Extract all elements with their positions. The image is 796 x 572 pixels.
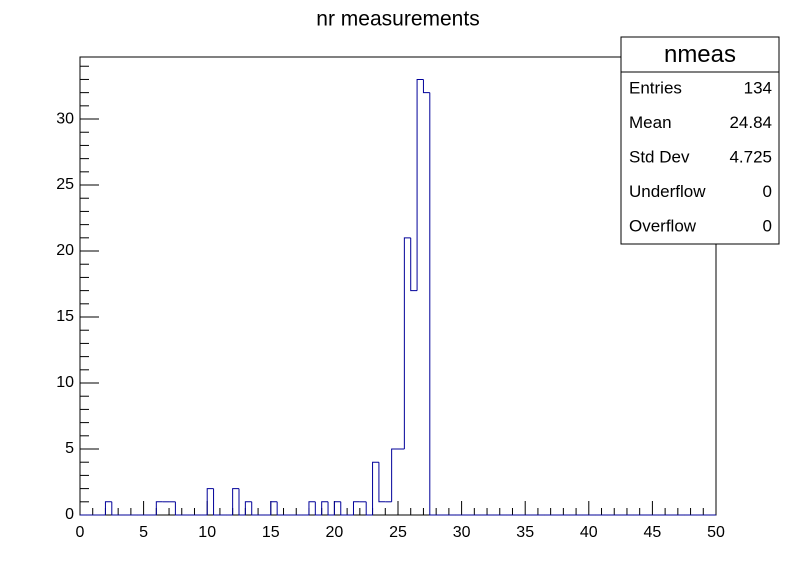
- stats-label: Overflow: [629, 216, 697, 235]
- stats-value: 134: [744, 79, 772, 98]
- histogram-bin: [244, 501, 252, 515]
- stats-value: 4.725: [729, 147, 772, 166]
- histogram-bin: [238, 488, 246, 516]
- y-tick-label: 30: [56, 110, 74, 127]
- histogram-bin: [352, 501, 360, 515]
- histogram-bin: [270, 501, 278, 515]
- histogram-bin: [104, 501, 112, 515]
- histogram-bin: [416, 78, 424, 291]
- histogram-bin: [276, 501, 284, 516]
- histogram-bin: [410, 237, 418, 292]
- x-tick-label: 40: [580, 524, 598, 541]
- x-tick-label: 5: [139, 524, 148, 541]
- histogram-bin: [251, 501, 259, 516]
- histogram-bin: [327, 501, 335, 516]
- x-tick-label: 25: [389, 524, 407, 541]
- histogram-bin: [372, 461, 379, 515]
- histogram-bin: [429, 92, 437, 516]
- y-tick-label: 0: [65, 506, 74, 523]
- histogram-bin: [206, 488, 214, 515]
- y-tick-label: 5: [65, 440, 74, 457]
- histogram-bin: [111, 501, 119, 516]
- stats-box: [620, 36, 780, 245]
- histogram-bin: [321, 501, 329, 515]
- x-tick-label: 50: [707, 524, 725, 541]
- x-tick-label: 35: [516, 524, 534, 541]
- stats-label: Mean: [629, 113, 672, 132]
- histogram-bin: [422, 79, 430, 94]
- stats-value: 0: [763, 216, 772, 235]
- histogram-bin: [314, 501, 322, 516]
- stats-label: Entries: [629, 79, 682, 98]
- x-tick-label: 45: [644, 524, 662, 541]
- chart-title: nr measurements: [316, 8, 479, 31]
- histogram-bin: [333, 501, 341, 515]
- stats-title: nmeas: [664, 41, 736, 68]
- histogram-bin: [378, 462, 386, 503]
- histogram-bin: [391, 448, 398, 502]
- y-tick-label: 25: [56, 176, 74, 193]
- x-tick-label: 10: [198, 524, 216, 541]
- y-tick-label: 10: [56, 374, 74, 391]
- x-tick-label: 0: [76, 524, 85, 541]
- histogram-bin: [365, 501, 373, 516]
- stats-value: 0: [763, 182, 772, 201]
- x-tick-label: 15: [262, 524, 280, 541]
- stats-label: Underflow: [629, 182, 706, 201]
- x-tick-label: 30: [453, 524, 471, 541]
- x-tick-label: 20: [326, 524, 344, 541]
- stats-label: Std Dev: [629, 147, 690, 166]
- histogram-bin: [403, 237, 411, 450]
- y-tick-label: 20: [56, 242, 74, 259]
- histogram-bin: [213, 488, 220, 516]
- stats-value: 24.84: [729, 113, 772, 132]
- histogram-bin: [174, 501, 182, 516]
- histogram-bin: [232, 488, 239, 515]
- histogram-bin: [155, 501, 163, 515]
- histogram-bin: [308, 501, 316, 515]
- y-tick-label: 15: [56, 308, 74, 325]
- histogram-bin: [340, 501, 348, 516]
